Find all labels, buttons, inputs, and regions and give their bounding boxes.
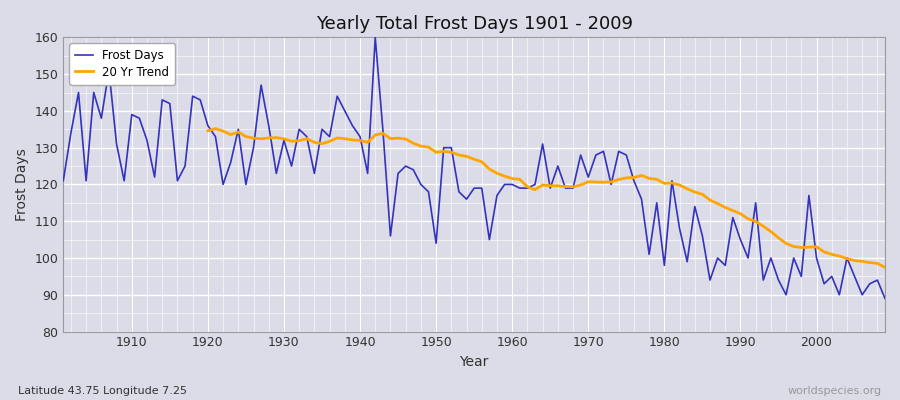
20 Yr Trend [788,244,799,249]
Frost Days [119,178,130,183]
20 Yr Trend [682,186,693,191]
20 Yr Trend [416,144,427,149]
20 Yr Trend [210,126,220,131]
20 Yr Trend [773,235,784,240]
20 Yr Trend [857,259,868,264]
Line: Frost Days: Frost Days [63,37,885,298]
Frost Days [606,182,616,187]
Legend: Frost Days, 20 Yr Trend: Frost Days, 20 Yr Trend [69,43,176,84]
Frost Days [332,94,343,98]
Frost Days [58,178,68,183]
Text: worldspecies.org: worldspecies.org [788,386,882,396]
Frost Days [370,35,381,40]
Frost Days [515,186,526,190]
Line: 20 Yr Trend: 20 Yr Trend [208,128,885,268]
20 Yr Trend [879,265,890,270]
Text: Latitude 43.75 Longitude 7.25: Latitude 43.75 Longitude 7.25 [18,386,187,396]
Y-axis label: Frost Days: Frost Days [15,148,29,221]
Frost Days [286,164,297,168]
20 Yr Trend [302,136,312,141]
Frost Days [507,182,517,187]
Title: Yearly Total Frost Days 1901 - 2009: Yearly Total Frost Days 1901 - 2009 [316,15,633,33]
X-axis label: Year: Year [460,355,489,369]
20 Yr Trend [202,128,213,133]
Frost Days [879,296,890,301]
